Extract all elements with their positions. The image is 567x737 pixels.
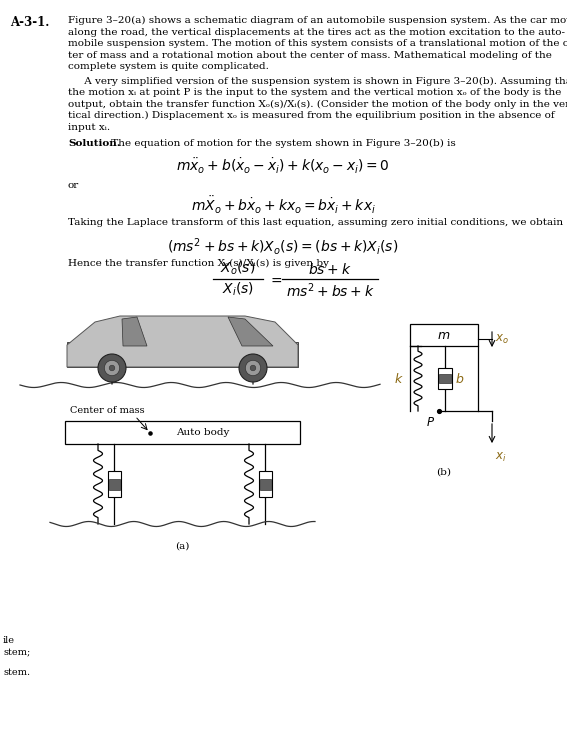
Text: $P$: $P$	[426, 416, 435, 429]
Bar	[108, 479, 120, 489]
Circle shape	[246, 360, 261, 376]
Text: the motion xᵢ at point P is the input to the system and the vertical motion xₒ o: the motion xᵢ at point P is the input to…	[68, 88, 561, 97]
Text: A very simplified version of the suspension system is shown in Figure 3–20(b). A: A very simplified version of the suspens…	[68, 77, 567, 85]
Polygon shape	[67, 316, 298, 367]
Text: or: or	[68, 181, 79, 190]
Text: Figure 3–20(a) shows a schematic diagram of an automobile suspension system. As : Figure 3–20(a) shows a schematic diagram…	[68, 16, 567, 25]
Text: $x_i$: $x_i$	[495, 451, 506, 464]
Text: ile: ile	[3, 636, 15, 645]
Text: $X_{i}(s)$: $X_{i}(s)$	[222, 281, 254, 298]
Text: A-3-1.: A-3-1.	[10, 16, 49, 29]
Text: Solution.: Solution.	[68, 139, 121, 148]
Text: $(ms^{2} + bs + k)X_{o}(s) = (bs + k)X_{i}(s)$: $(ms^{2} + bs + k)X_{o}(s) = (bs + k)X_{…	[167, 236, 399, 257]
Bar	[439, 374, 451, 383]
Bar	[438, 368, 452, 389]
Text: $=$: $=$	[268, 273, 282, 287]
Bar	[259, 471, 272, 497]
Text: along the road, the vertical displacements at the tires act as the motion excita: along the road, the vertical displacemen…	[68, 27, 565, 37]
Text: Center of mass: Center of mass	[70, 406, 145, 415]
Text: input xᵢ.: input xᵢ.	[68, 122, 110, 131]
Text: $X_{o}(s)$: $X_{o}(s)$	[221, 259, 256, 277]
Text: complete system is quite complicated.: complete system is quite complicated.	[68, 62, 269, 71]
Text: Hence the transfer function Xₒ(s)/Xᵢ(s) is given by: Hence the transfer function Xₒ(s)/Xᵢ(s) …	[68, 259, 329, 268]
Circle shape	[109, 366, 115, 371]
Text: $bs + k$: $bs + k$	[308, 262, 352, 277]
Text: $k$: $k$	[394, 371, 404, 385]
Circle shape	[250, 366, 256, 371]
Text: (a): (a)	[175, 542, 190, 551]
Text: Taking the Laplace transform of this last equation, assuming zero initial condit: Taking the Laplace transform of this las…	[68, 218, 563, 227]
Text: The equation of motion for the system shown in Figure 3–20(b) is: The equation of motion for the system sh…	[108, 139, 456, 148]
Text: $x_o$: $x_o$	[495, 333, 509, 346]
Text: $m\ddot{X}_{o} + b\dot{x}_{o} + kx_{o} = b\dot{x}_{i} + kx_{i}$: $m\ddot{X}_{o} + b\dot{x}_{o} + kx_{o} =…	[191, 195, 375, 216]
Text: $m$: $m$	[437, 329, 451, 341]
Bar	[108, 471, 121, 497]
Circle shape	[98, 354, 126, 382]
Text: $ms^{2} + bs + k$: $ms^{2} + bs + k$	[286, 281, 374, 300]
Circle shape	[239, 354, 267, 382]
Bar	[260, 479, 270, 489]
Polygon shape	[122, 317, 147, 346]
Text: $m\ddot{x}_{o} + b(\dot{x}_{o} - \dot{x}_{i}) + k(x_{o} - x_{i}) = 0$: $m\ddot{x}_{o} + b(\dot{x}_{o} - \dot{x}…	[176, 157, 390, 176]
Text: mobile suspension system. The motion of this system consists of a translational : mobile suspension system. The motion of …	[68, 39, 567, 48]
Text: output, obtain the transfer function Xₒ(s)/Xᵢ(s). (Consider the motion of the bo: output, obtain the transfer function Xₒ(…	[68, 99, 567, 108]
Text: stem;: stem;	[3, 648, 30, 657]
Bar	[65, 421, 300, 444]
Circle shape	[104, 360, 120, 376]
Bar	[67, 342, 298, 367]
Text: stem.: stem.	[3, 668, 30, 677]
Text: (b): (b)	[437, 468, 451, 477]
Text: tical direction.) Displacement xₒ is measured from the equilibrium position in t: tical direction.) Displacement xₒ is mea…	[68, 111, 555, 120]
Bar	[410, 324, 478, 346]
Polygon shape	[228, 317, 273, 346]
Text: Auto body: Auto body	[176, 428, 229, 437]
Text: $b$: $b$	[455, 371, 465, 385]
Text: ter of mass and a rotational motion about the center of mass. Mathematical model: ter of mass and a rotational motion abou…	[68, 51, 552, 60]
